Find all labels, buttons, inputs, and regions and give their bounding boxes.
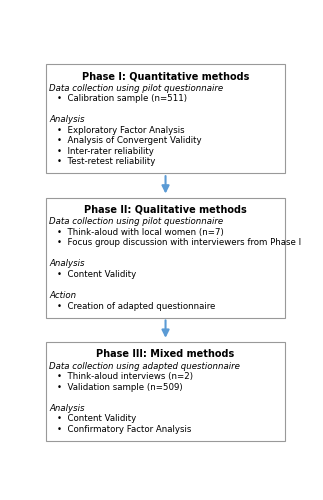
Text: Data collection using pilot questionnaire: Data collection using pilot questionnair… [49, 84, 223, 92]
Text: Action: Action [49, 291, 76, 300]
Text: Data collection using adapted questionnaire: Data collection using adapted questionna… [49, 362, 240, 370]
Bar [46, 64, 285, 173]
Text: •  Calibration sample (n=511): • Calibration sample (n=511) [57, 94, 186, 103]
Text: •  Inter-rater reliability: • Inter-rater reliability [57, 147, 153, 156]
Text: Analysis: Analysis [49, 404, 85, 412]
Text: Phase III: Mixed methods: Phase III: Mixed methods [96, 349, 235, 359]
Text: •  Think-aloud with local women (n=7): • Think-aloud with local women (n=7) [57, 228, 223, 237]
Text: •  Analysis of Convergent Validity: • Analysis of Convergent Validity [57, 136, 201, 145]
Text: •  Confirmatory Factor Analysis: • Confirmatory Factor Analysis [57, 425, 191, 434]
Bar [46, 198, 285, 318]
Text: Analysis: Analysis [49, 115, 85, 124]
Text: •  Exploratory Factor Analysis: • Exploratory Factor Analysis [57, 126, 184, 134]
Text: Analysis: Analysis [49, 260, 85, 268]
Text: •  Focus group discussion with interviewers from Phase I: • Focus group discussion with interviewe… [57, 238, 301, 248]
Text: Data collection using pilot questionnaire: Data collection using pilot questionnair… [49, 218, 223, 226]
Text: Phase I: Quantitative methods: Phase I: Quantitative methods [82, 71, 249, 81]
Text: •  Content Validity: • Content Validity [57, 414, 136, 423]
Text: •  Validation sample (n=509): • Validation sample (n=509) [57, 382, 182, 392]
Text: Phase II: Qualitative methods: Phase II: Qualitative methods [84, 205, 247, 215]
Text: •  Content Validity: • Content Validity [57, 270, 136, 279]
Bar [46, 342, 285, 440]
Text: •  Think-aloud interviews (n=2): • Think-aloud interviews (n=2) [57, 372, 193, 381]
Text: •  Creation of adapted questionnaire: • Creation of adapted questionnaire [57, 302, 215, 310]
Text: •  Test-retest reliability: • Test-retest reliability [57, 158, 155, 166]
